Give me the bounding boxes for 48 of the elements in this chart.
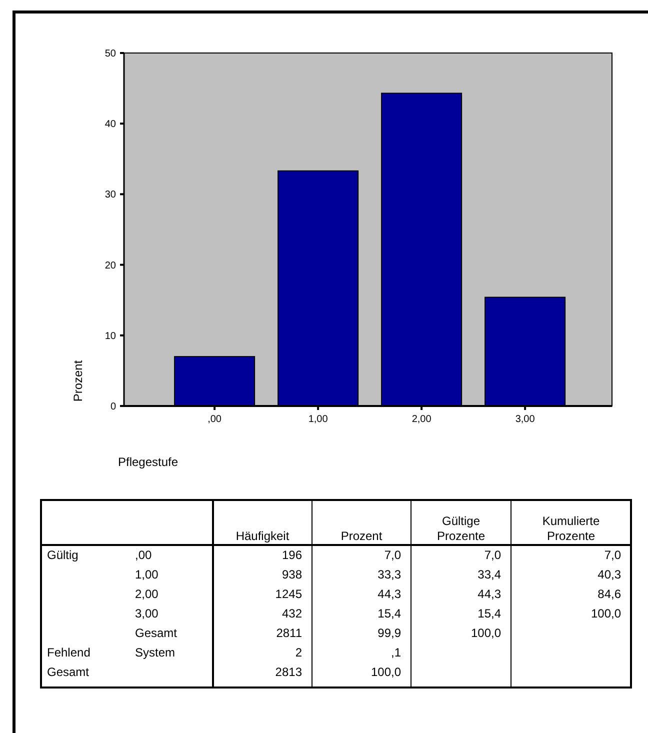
- text: 2811: [276, 626, 302, 640]
- text: Prozent: [340, 529, 383, 543]
- text: 1245: [275, 587, 302, 601]
- text: 938: [282, 568, 302, 582]
- text: 15,4: [378, 606, 402, 620]
- text: 7,0: [604, 548, 622, 562]
- text: 100,0: [590, 606, 622, 620]
- y-axis-title: Prozent: [71, 360, 85, 402]
- text: 432: [282, 606, 302, 620]
- text: ,00: [135, 548, 152, 562]
- text: 2: [295, 646, 302, 660]
- text: 3,00: [135, 606, 159, 620]
- text: 44,3: [478, 587, 502, 601]
- y-tick-label: 0: [110, 402, 116, 412]
- text: 1,00: [135, 568, 159, 582]
- x-tick-label: 2,00: [412, 414, 432, 425]
- text: 40,3: [598, 568, 622, 582]
- y-tick-label: 50: [104, 48, 116, 60]
- x-tick-label: 3,00: [515, 414, 536, 425]
- text: 33,3: [378, 568, 402, 582]
- text: Gültige Prozente: [436, 514, 486, 543]
- text: 2,00: [135, 587, 159, 601]
- text: Häufigkeit: [236, 529, 290, 543]
- text: Fehlend: [47, 646, 90, 660]
- text: 44,3: [378, 587, 402, 601]
- text: ,1: [390, 646, 402, 660]
- text: 196: [282, 548, 302, 562]
- text: 100,0: [470, 626, 502, 640]
- x-axis-title: Pflegestufe: [118, 455, 178, 469]
- text: Kumulierte Prozente: [542, 514, 600, 543]
- text: System: [135, 646, 176, 660]
- y-tick-label: 10: [104, 330, 116, 342]
- y-tick-label: 40: [104, 119, 116, 130]
- x-tick-label: ,00: [208, 414, 222, 425]
- text: 99,9: [378, 626, 402, 640]
- text: Gesamt: [135, 626, 178, 640]
- text: 33,4: [478, 568, 502, 582]
- text: 7,0: [384, 548, 402, 562]
- text: Gesamt: [47, 665, 90, 679]
- y-tick-label: 30: [104, 190, 116, 201]
- text: 7,0: [484, 548, 502, 562]
- text: 2813: [275, 665, 302, 679]
- text: 15,4: [478, 606, 502, 620]
- text: Gültig: [47, 548, 78, 562]
- y-tick-label: 20: [104, 260, 116, 272]
- text: 100,0: [370, 665, 402, 679]
- text: 84,6: [598, 587, 622, 601]
- x-tick-label: 1,00: [308, 414, 328, 425]
